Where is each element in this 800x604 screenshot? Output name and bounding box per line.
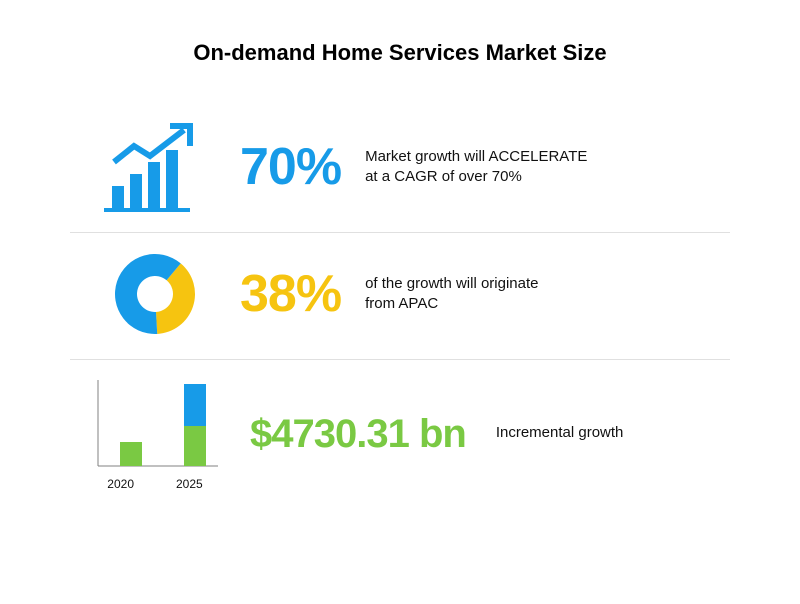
growth-chart-icon [70,122,240,212]
bar-chart-labels: 2020 2025 [107,477,202,491]
donut-chart-icon [70,249,240,339]
growth-desc: Market growth will ACCELERATE at a CAGR … [365,147,587,188]
incremental-desc: Incremental growth [496,423,624,443]
apac-value: 38% [240,268,341,320]
stat-row-apac: 38% of the growth will originate from AP… [70,233,730,359]
bar-label-2025: 2025 [176,477,203,491]
apac-desc-line1: of the growth will originate [365,274,538,294]
growth-desc-line2: at a CAGR of over 70% [365,167,587,187]
stat-row-incremental: 2020 2025 $4730.31 bn Incremental growth [70,360,730,511]
incremental-value: $4730.31 bn [250,414,466,454]
stacked-bar-chart-icon: 2020 2025 [70,376,240,491]
apac-desc: of the growth will originate from APAC [365,274,538,315]
stat-row-growth: 70% Market growth will ACCELERATE at a C… [70,106,730,232]
apac-desc-line2: from APAC [365,294,538,314]
page-title: On-demand Home Services Market Size [70,40,730,66]
growth-desc-line1: Market growth will ACCELERATE [365,147,587,167]
bar-label-2020: 2020 [107,477,134,491]
growth-value: 70% [240,141,341,193]
